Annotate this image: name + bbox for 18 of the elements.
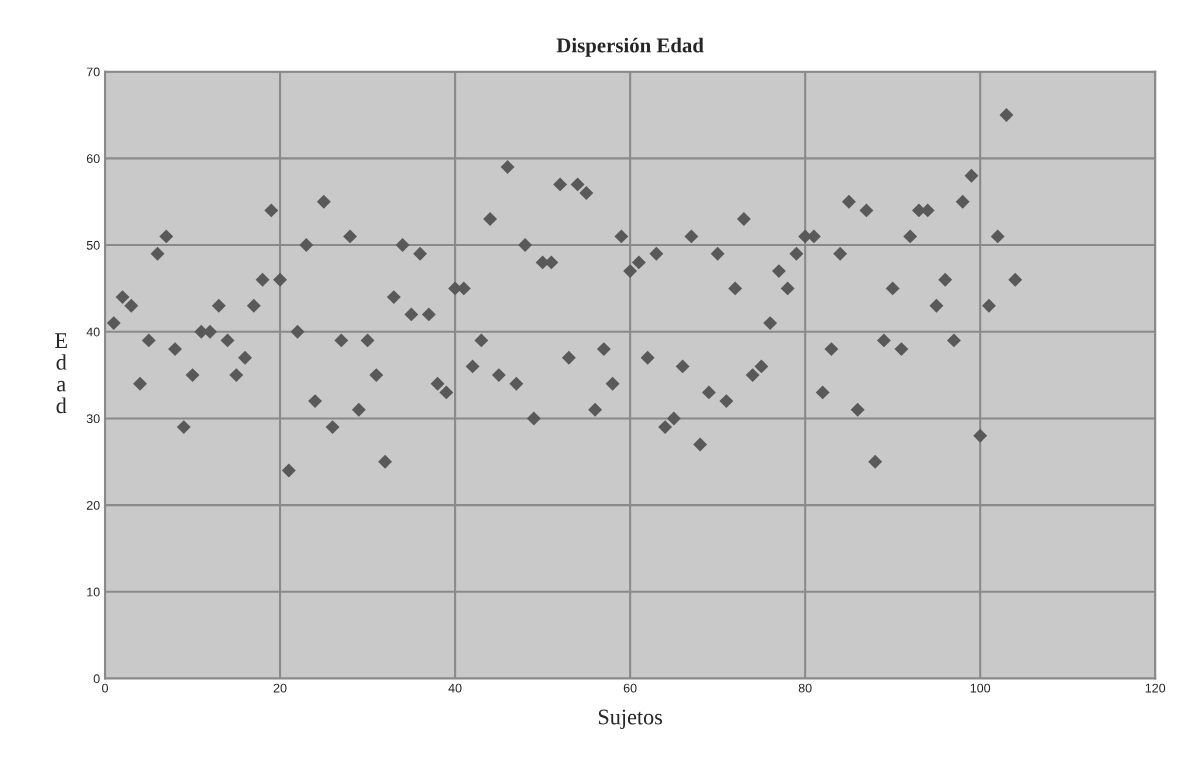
x-tick-label: 40 [448, 683, 462, 693]
y-tick-label: 40 [86, 327, 100, 337]
x-tick-label: 120 [1145, 683, 1166, 693]
y-tick-label: 10 [87, 587, 100, 597]
y-tick-label: 50 [86, 240, 100, 250]
y-axis-title: Edad [55, 333, 67, 414]
x-axis-title: Sujetos [598, 709, 663, 730]
x-tick-label: 20 [273, 683, 287, 693]
x-tick-label: 60 [623, 683, 637, 693]
y-tick-label: 30 [86, 414, 100, 424]
x-tick-label: 80 [798, 683, 812, 693]
x-tick-label: 100 [970, 683, 991, 693]
y-tick-label: 0 [93, 674, 100, 684]
y-tick-label: 70 [86, 67, 100, 77]
x-tick-label: 0 [102, 683, 109, 693]
chart-title: Dispersión Edad [556, 37, 704, 57]
y-tick-label: 20 [86, 500, 100, 510]
y-tick-label: 60 [86, 154, 100, 164]
